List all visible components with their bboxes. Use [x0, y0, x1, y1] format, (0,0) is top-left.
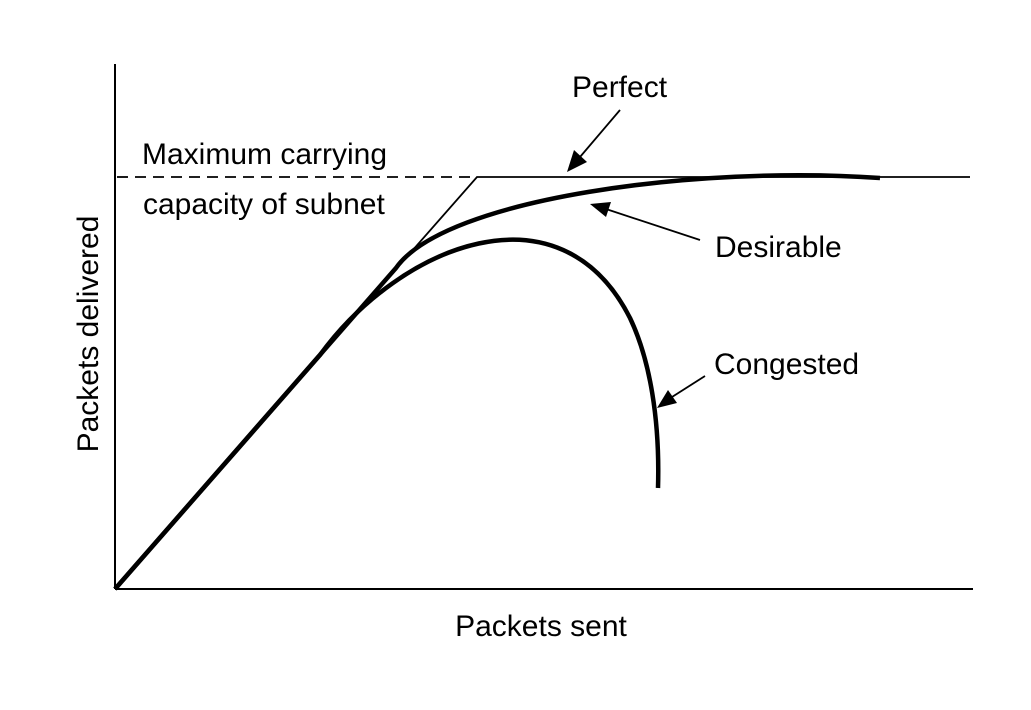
- capacity-label-line2: capacity of subnet: [143, 188, 385, 221]
- perfect-curve: [114, 176, 970, 590]
- capacity-label-line1: Maximum carrying: [142, 138, 387, 171]
- perfect-arrow-shaft: [579, 109, 621, 158]
- desirable-label: Desirable: [715, 231, 842, 264]
- desirable-curve: [113, 172, 881, 591]
- x-axis-label: Packets sent: [455, 610, 627, 643]
- congested-arrow-head: [657, 390, 677, 408]
- congested-arrow-shaft: [671, 375, 706, 398]
- perfect-arrow-head: [567, 150, 587, 172]
- desirable-arrow-shaft: [605, 208, 701, 241]
- desirable-arrow-head: [590, 202, 611, 217]
- perfect-label: Perfect: [572, 71, 668, 104]
- y-axis-label: Packets delivered: [72, 216, 105, 453]
- congested-label: Congested: [714, 348, 859, 381]
- congested-curve: [113, 237, 661, 591]
